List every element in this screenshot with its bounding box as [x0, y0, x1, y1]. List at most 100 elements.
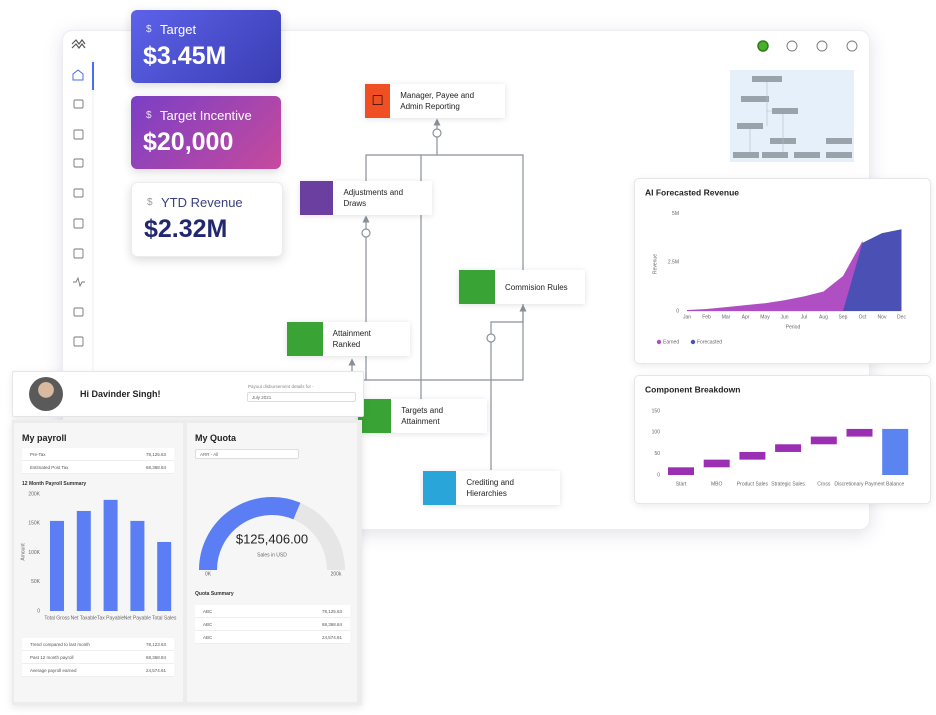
mini-hierarchy [730, 70, 854, 162]
x-tick-label: Total Sales [152, 615, 177, 621]
breakdown-chart: Component Breakdown 0 50 100 150 Start MBO Pro… [645, 384, 909, 487]
row-value: 24,574.61 [145, 667, 166, 673]
bar [882, 428, 909, 475]
calculator-icon [287, 322, 323, 356]
flow-node[interactable]: Adjustments and Draws [300, 181, 432, 215]
bar [739, 451, 766, 460]
status-indicator [757, 40, 769, 52]
mini-connector [749, 82, 784, 152]
home-icon[interactable] [72, 69, 84, 81]
y-tick-label: 5M [672, 211, 679, 217]
payroll-panel: My payroll Pre-Tax 78,125.63 Estimated Po… [14, 423, 183, 702]
filter-value: ARR - All [200, 452, 219, 457]
nav-icon[interactable] [73, 188, 84, 198]
quota-filter[interactable]: ARR - All [195, 449, 299, 459]
table-row: Past 12 month payroll 68,368.84 [22, 651, 174, 664]
mini-box [826, 152, 852, 158]
y-tick-label: 0 [676, 308, 679, 314]
node-label: Crediting and Hierarchies [466, 478, 514, 498]
chart-title: Component Breakdown [645, 384, 740, 394]
connector [352, 154, 524, 381]
nav-icon[interactable] [73, 276, 85, 288]
y-axis-label: Revenue [652, 254, 658, 274]
kpi-symbol: $ [147, 197, 153, 208]
kpi-label: Target [160, 22, 197, 37]
breakdown-card: Component Breakdown 0 50 100 150 Start MBO Pro… [634, 375, 931, 504]
kpi-card: $ YTD Revenue $2.32M [131, 182, 283, 257]
x-tick-label: Strategic Sales [771, 481, 805, 487]
kpi-symbol: $ [146, 110, 152, 121]
y-tick-label: 50 [654, 451, 660, 457]
y-tick-label: 100K [28, 550, 40, 556]
kpi-card: $ Target $3.45M [131, 10, 281, 83]
bar [50, 520, 64, 611]
table-row: Average payroll earned 24,574.61 [22, 664, 174, 677]
x-tick-label: Feb [702, 314, 711, 320]
row-label: Pre-Tax [30, 451, 46, 457]
legend-swatch [656, 339, 662, 345]
row-label: Trend compared to last month [30, 641, 90, 647]
folder-icon: □ [365, 84, 391, 118]
nav-icon[interactable] [73, 129, 84, 140]
chart-title: 12 Month Payroll Summary [22, 481, 87, 487]
row-value: 78,125.63 [145, 451, 166, 457]
gauge-subtitle: Sales in USD [257, 552, 287, 558]
flow-node[interactable]: Attainment Ranked [287, 322, 410, 356]
summary-title: Quota Summary [195, 591, 234, 597]
quota-gauge: $125,406.00 Sales in USD 0K 200k [199, 497, 345, 577]
flow-node[interactable]: □ Manager, Payee and Admin Reporting [365, 84, 505, 118]
quota-rows: ABC 78,125.63 ABC 68,368.84 ABC 24,574.61 [195, 605, 350, 644]
x-tick-label: Total Gross [44, 615, 70, 621]
payout-label: Payout disbursement details for - [248, 384, 314, 389]
area [843, 229, 902, 311]
forecast-card: AI Forecasted Revenue 0 2.5M 5M Jan Feb Mar Ap… [634, 178, 931, 364]
mini-box [772, 108, 798, 114]
table-row: ABC 24,574.61 [195, 631, 350, 644]
bar [76, 510, 91, 611]
flow-node[interactable]: Crediting and Hierarchies [423, 471, 560, 505]
node-label: Manager, Payee and Admin Reporting [400, 91, 475, 111]
nav-icon[interactable] [73, 99, 84, 109]
table-row: ABC 68,368.84 [195, 618, 350, 631]
payroll-summary: Trend compared to last month 78,123.63 Pa… [22, 638, 174, 677]
x-tick-label: Nov [878, 314, 887, 320]
section-title: My payroll [22, 433, 67, 443]
nav-icon[interactable] [73, 248, 84, 259]
row-label: Past 12 month payroll [30, 654, 74, 660]
x-tick-label: MBO [711, 481, 723, 487]
x-tick-label: Product Sales [737, 481, 769, 487]
connector-node [361, 228, 371, 238]
user-icon[interactable] [816, 40, 828, 52]
nav-icon[interactable] [73, 307, 84, 317]
y-tick-label: 200K [28, 491, 40, 497]
section-title: My Quota [195, 433, 237, 443]
table-row: ABC 78,125.63 [195, 605, 350, 618]
kpi-label: Target Incentive [160, 108, 252, 123]
gauge-value-label: $125,406.00 [236, 531, 308, 546]
nav-icon[interactable] [73, 336, 84, 347]
node-label: Targets and Attainment [401, 406, 444, 426]
flow-node[interactable]: Targets and Attainment [358, 399, 487, 433]
row-label: ABC [203, 634, 213, 640]
settings-icon[interactable] [786, 40, 798, 52]
gauge-tick-label: 200k [331, 571, 342, 577]
flow-node[interactable]: Commision Rules [459, 270, 585, 304]
bar [846, 428, 873, 437]
mini-box [741, 96, 769, 102]
bar [775, 444, 802, 452]
mini-box [762, 152, 788, 158]
x-tick-label: Jan [683, 314, 691, 320]
row-label: Estimated Post Tax [30, 464, 69, 470]
legend-label: Earned [663, 339, 679, 345]
nav-icon[interactable] [73, 158, 84, 168]
legend-swatch [690, 339, 696, 345]
bar [810, 436, 837, 445]
period-dropdown[interactable]: July 2021 [247, 392, 356, 402]
nav-icon[interactable] [73, 218, 84, 229]
y-tick-label: 0 [657, 472, 660, 478]
help-icon[interactable] [846, 40, 858, 52]
payroll-chart: 0 50K 100K 150K 200K Total Gross Net Taxable Ta… [20, 491, 177, 621]
row-value: 78,125.63 [321, 608, 342, 614]
